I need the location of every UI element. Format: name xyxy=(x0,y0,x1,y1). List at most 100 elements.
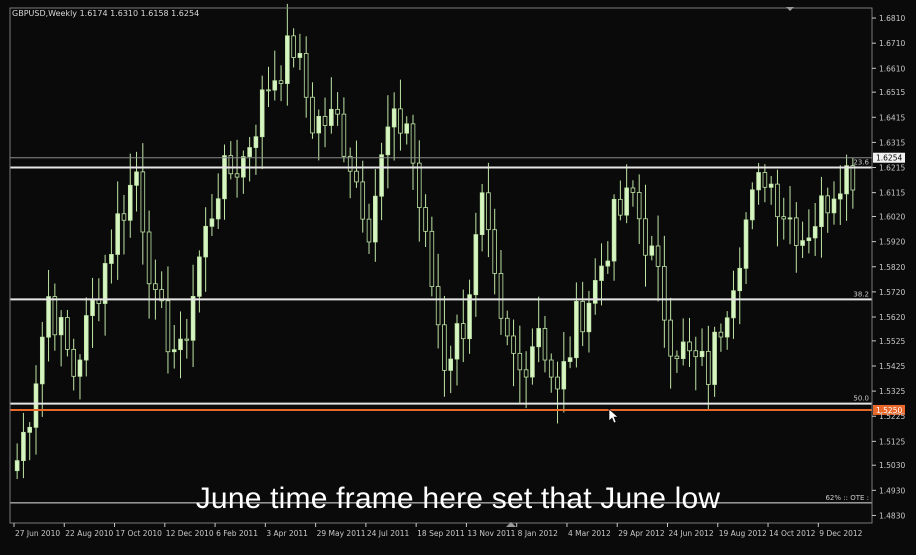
candle-bull xyxy=(404,123,410,134)
candle-bull xyxy=(800,240,805,246)
candle-bear xyxy=(580,300,585,333)
candle-bear xyxy=(310,96,315,134)
candle-bear xyxy=(165,300,171,353)
candle-bull xyxy=(750,189,755,221)
candle-bull xyxy=(90,298,95,316)
candle-bull xyxy=(812,226,818,239)
x-tick-label: 18 Sep 2011 xyxy=(417,529,465,538)
candle-bull xyxy=(102,263,108,304)
candle-bull xyxy=(285,35,290,84)
y-tick-label: 1.6415 xyxy=(879,113,905,122)
ote-price-label: 1.5250 xyxy=(876,406,902,415)
candle-bear xyxy=(159,289,164,302)
scroll-marker-icon[interactable] xyxy=(506,522,516,527)
y-tick-label: 1.6215 xyxy=(879,164,905,173)
video-caption: June time frame here set that June low xyxy=(195,482,721,515)
candle-bear xyxy=(398,108,403,134)
candle-bear xyxy=(517,352,523,371)
y-tick-label: 1.5225 xyxy=(879,412,905,421)
candle-bear xyxy=(687,341,692,352)
x-tick-label: 4 Mar 2012 xyxy=(568,529,611,538)
candle-bull xyxy=(83,315,89,361)
candle-bear xyxy=(266,89,271,92)
candle-bull xyxy=(391,108,397,128)
candle-bull xyxy=(109,254,114,264)
x-tick-label: 6 Feb 2011 xyxy=(216,529,258,538)
candle-bear xyxy=(366,218,372,243)
candle-bull xyxy=(448,358,453,371)
candle-bull xyxy=(787,217,793,220)
candle-bull xyxy=(190,295,196,341)
candle-bear xyxy=(121,213,127,221)
candle-bull xyxy=(844,165,849,195)
candle-bear xyxy=(341,113,347,157)
x-tick-label: 19 Aug 2012 xyxy=(719,529,767,538)
candle-bear xyxy=(347,155,353,172)
candle-bear xyxy=(360,181,366,220)
candle-bull xyxy=(134,171,139,186)
candle-bear xyxy=(498,273,504,319)
x-tick-label: 24 Jul 2011 xyxy=(367,529,410,538)
candle-bull xyxy=(115,213,120,255)
fib-level-label: 62% :: OTE : xyxy=(825,494,869,502)
candle-bear xyxy=(234,173,240,178)
candle-bull xyxy=(171,349,177,353)
y-tick-label: 1.4930 xyxy=(879,486,905,495)
candle-bear xyxy=(153,283,158,291)
candle-bull xyxy=(737,267,743,292)
candle-bull xyxy=(699,350,705,358)
candle-bull xyxy=(611,198,617,262)
candle-bear xyxy=(442,324,447,371)
candle-bull xyxy=(297,53,303,58)
candle-bull xyxy=(77,359,83,377)
chart-shift-marker-icon[interactable] xyxy=(786,7,794,11)
candle-bear xyxy=(354,170,359,183)
y-tick-label: 1.5920 xyxy=(879,238,905,247)
candle-bull xyxy=(215,198,221,220)
candle-bear xyxy=(52,296,58,336)
candle-bear xyxy=(555,376,560,390)
x-tick-label: 22 Aug 2010 xyxy=(65,529,113,538)
candle-bear xyxy=(146,231,152,285)
candle-bull xyxy=(259,89,265,138)
fib-level-label: 50.0 xyxy=(853,395,869,403)
x-tick-label: 17 Oct 2010 xyxy=(116,529,163,538)
x-tick-label: 12 Dec 2010 xyxy=(166,529,214,538)
candle-bull xyxy=(329,108,334,126)
candle-bull xyxy=(479,192,485,236)
candle-bull xyxy=(379,154,384,197)
candle-bull xyxy=(768,183,774,188)
x-tick-label: 24 Jun 2012 xyxy=(668,529,713,538)
x-tick-label: 29 Apr 2012 xyxy=(618,529,665,538)
candle-bull xyxy=(203,225,208,258)
candle-bull xyxy=(756,172,761,191)
y-tick-label: 1.5620 xyxy=(879,313,905,322)
candle-bear xyxy=(492,229,497,274)
candle-bull xyxy=(373,195,378,243)
candle-bear xyxy=(718,331,724,338)
candle-bear xyxy=(781,216,787,220)
candle-bull xyxy=(58,317,64,336)
y-tick-label: 1.6020 xyxy=(879,213,905,222)
y-tick-label: 1.6315 xyxy=(879,138,905,147)
current-price-label: 1.6254 xyxy=(876,154,902,163)
candle-bull xyxy=(197,256,202,297)
candle-bull xyxy=(592,280,598,304)
x-tick-label: 13 Nov 2011 xyxy=(467,529,515,538)
x-tick-label: 9 Dec 2012 xyxy=(819,529,862,538)
candle-bear xyxy=(636,192,642,220)
x-tick-label: 29 May 2011 xyxy=(317,529,366,538)
candle-bear xyxy=(794,217,799,246)
candle-bear xyxy=(228,155,234,175)
candle-bull xyxy=(316,115,322,134)
candle-bear xyxy=(693,350,699,358)
candle-bull xyxy=(27,426,32,433)
x-tick-label: 3 Apr 2011 xyxy=(266,529,308,538)
candle-bull xyxy=(14,460,20,472)
candle-bear xyxy=(278,80,284,84)
candle-bull xyxy=(33,383,39,428)
candle-bull xyxy=(21,431,26,462)
candle-bull xyxy=(272,80,278,91)
candle-bull xyxy=(731,290,736,319)
candle-bull xyxy=(127,184,133,221)
